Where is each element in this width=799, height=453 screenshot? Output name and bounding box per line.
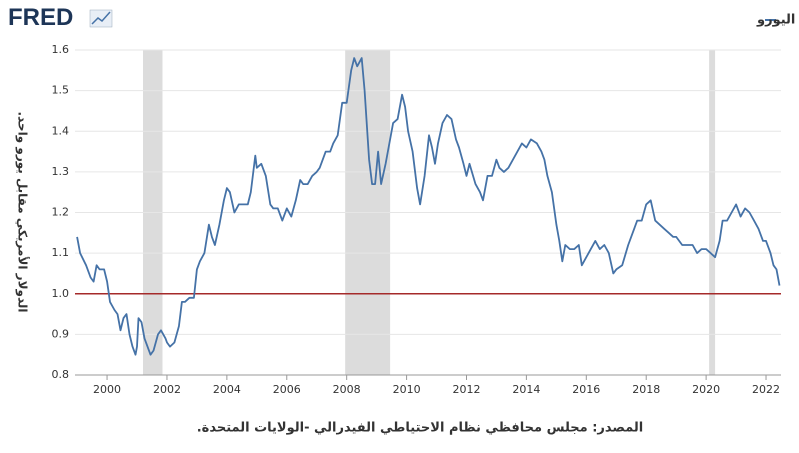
x-tick-label: 2000 [93, 383, 121, 396]
y-tick-label: 1.5 [52, 84, 70, 97]
y-axis-label: الدولار الأمريكي مقابل يورو واحد. [15, 111, 31, 312]
y-tick-label: 1.0 [52, 287, 70, 300]
x-tick-label: 2004 [213, 383, 241, 396]
y-tick-label: 0.8 [52, 368, 70, 381]
x-tick-label: 2016 [572, 383, 600, 396]
y-tick-label: 1.4 [52, 124, 70, 137]
logo-icon [89, 9, 113, 28]
x-tick-label: 2014 [512, 383, 540, 396]
data-line [76, 57, 781, 356]
y-tick-label: 0.9 [52, 327, 70, 340]
x-tick-label: 2012 [452, 383, 480, 396]
x-tick-label: 2010 [393, 383, 421, 396]
x-tick-label: 2006 [273, 383, 301, 396]
x-tick-label: 2008 [333, 383, 361, 396]
y-tick-label: 1.6 [52, 43, 70, 56]
source-note: المصدر: مجلس محافظي نظام الاحتياطي الفيد… [197, 421, 644, 436]
y-tick-label: 1.3 [52, 165, 70, 178]
chart-title: مؤشر سعر صرف الدولار إلى اليورو [756, 13, 799, 28]
x-tick-label: 2002 [153, 383, 181, 396]
y-tick-label: 1.1 [52, 246, 70, 259]
x-tick-label: 2020 [692, 383, 720, 396]
x-tick-label: 2022 [752, 383, 780, 396]
x-tick-label: 2018 [632, 383, 660, 396]
logo: FRED [8, 4, 73, 31]
y-tick-label: 1.2 [52, 206, 70, 219]
